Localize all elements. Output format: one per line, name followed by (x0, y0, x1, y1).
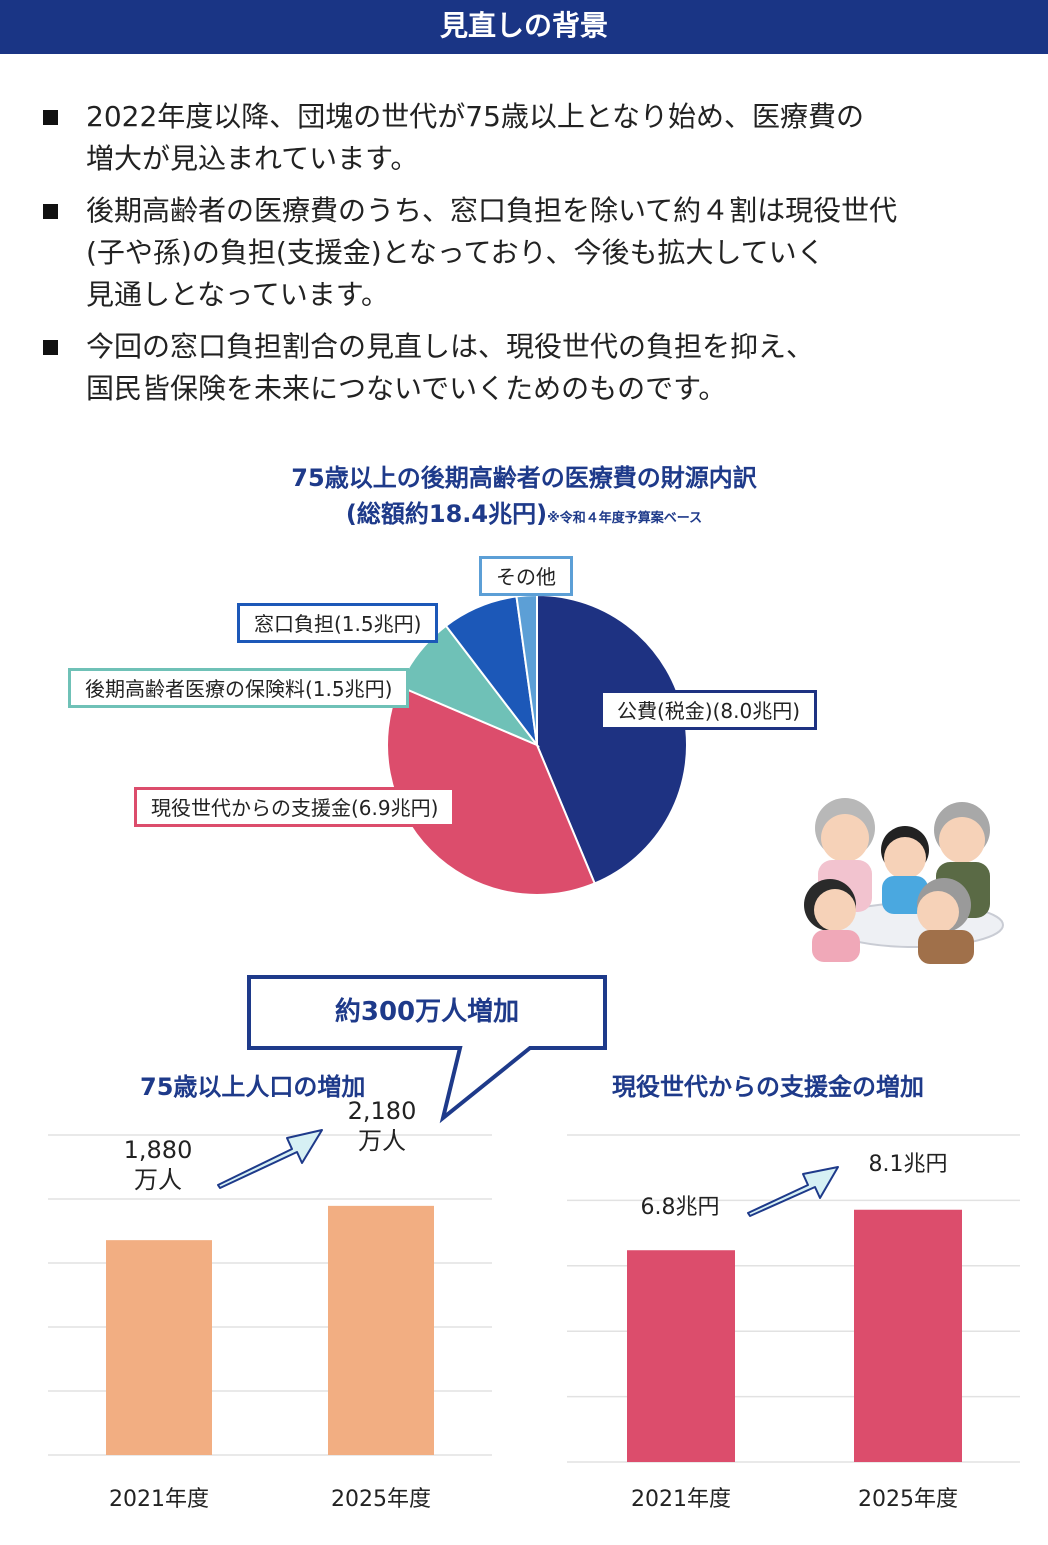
support-chart-title: 現役世代からの支援金の増加 (612, 1073, 924, 1101)
growth-arrow-icon (747, 1166, 839, 1217)
bullet-text: 見通しとなっています。 (86, 278, 389, 311)
pie-label-tax: 公費(税金)(8.0兆円) (600, 690, 818, 730)
bullet-square-icon (43, 110, 58, 125)
pie-label-premium: 後期高齢者医療の保険料(1.5兆円) (68, 668, 410, 708)
bar-data-label: 8.1兆円 (868, 1152, 948, 1177)
bar-data-label: 2,180 万人 (347, 1097, 417, 1155)
pie-chart (386, 593, 688, 896)
population-chart-title: 75歳以上人口の増加 (140, 1073, 366, 1101)
x-tick-label: 2021年度 (631, 1487, 731, 1512)
callout-bubble (247, 975, 607, 1124)
support-bar (627, 1250, 735, 1462)
page-header: 見直しの背景 (0, 0, 1048, 54)
x-tick-label: 2025年度 (331, 1487, 431, 1512)
bullet-square-icon (43, 204, 58, 219)
bullet-text: (子や孫)の負担(支援金)となっており、今後も拡大していく (86, 236, 825, 269)
bar-data-label: 6.8兆円 (640, 1195, 720, 1220)
bullet-list: 2022年度以降、団塊の世代が75歳以上となり始め、医療費の 増大が見込まれてい… (40, 96, 1030, 420)
bullet-text: 2022年度以降、団塊の世代が75歳以上となり始め、医療費の (86, 100, 865, 133)
bullet-text: 後期高齢者の医療費のうち、窓口負担を除いて約４割は現役世代 (86, 194, 898, 227)
bullet-text: 国民皆保険を未来につないでいくためのものです。 (86, 372, 727, 405)
bullet-text: 増大が見込まれています。 (86, 142, 419, 175)
bullet-item: 2022年度以降、団塊の世代が75歳以上となり始め、医療費の 増大が見込まれてい… (40, 96, 1030, 180)
pie-label-copay: 窓口負担(1.5兆円) (237, 603, 439, 643)
population-bar (106, 1240, 212, 1455)
family-illustration (804, 798, 1004, 964)
pie-chart-title: 75歳以上の後期高齢者の医療費の財源内訳 (291, 464, 757, 492)
pie-label-other: その他 (479, 556, 573, 596)
growth-arrow-icon (217, 1129, 323, 1189)
pie-slice-support (386, 684, 597, 896)
pie-total: (総額約18.4兆円) (345, 500, 548, 528)
bullet-item: 今回の窓口負担割合の見直しは、現役世代の負担を抑え、 国民皆保険を未来につないで… (40, 326, 1030, 410)
bullet-square-icon (43, 340, 58, 355)
pie-chart-subtitle: (総額約18.4兆円)※令和４年度予算案ベース (0, 494, 1048, 529)
x-tick-label: 2025年度 (858, 1487, 958, 1512)
support-bar (854, 1209, 962, 1462)
population-bar (328, 1205, 434, 1455)
bullet-item: 後期高齢者の医療費のうち、窓口負担を除いて約４割は現役世代 (子や孫)の負担(支… (40, 190, 1030, 316)
bar-data-label: 1,880 万人 (123, 1136, 193, 1194)
callout-text: 約300万人増加 (334, 997, 520, 1027)
page-title: 見直しの背景 (439, 9, 608, 42)
x-tick-label: 2021年度 (109, 1487, 209, 1512)
pie-note: ※令和４年度予算案ベース (547, 511, 703, 526)
pie-label-support: 現役世代からの支援金(6.9兆円) (134, 787, 456, 827)
bar-charts (48, 975, 1020, 1463)
bullet-text: 今回の窓口負担割合の見直しは、現役世代の負担を抑え、 (86, 330, 815, 363)
